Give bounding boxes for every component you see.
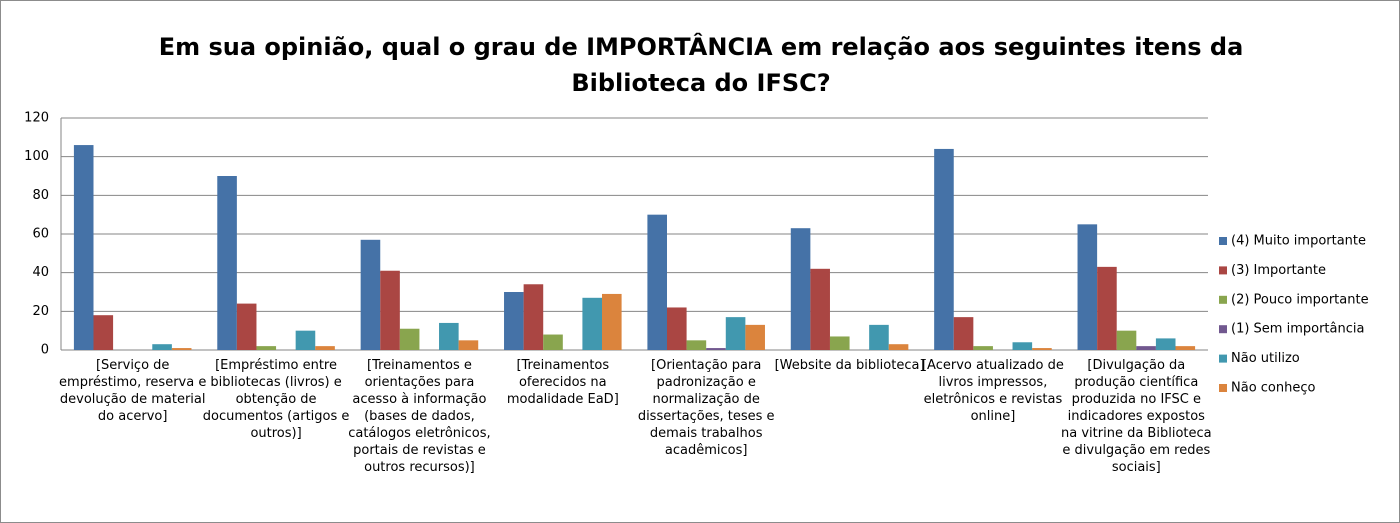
legend-label: Não conheço <box>1231 381 1316 396</box>
bar <box>725 317 746 350</box>
bar <box>1032 348 1052 350</box>
x-tick-label: [Empréstimo entre bibliotecas (livros) e… <box>202 358 350 441</box>
bar <box>73 145 94 350</box>
y-tick-label: 120 <box>24 111 49 126</box>
legend-swatch <box>1219 295 1227 304</box>
bar <box>360 239 381 350</box>
bar <box>810 268 830 350</box>
x-tick-label: [Website da biblioteca] <box>774 358 925 373</box>
bar <box>888 344 909 350</box>
x-tick-label: [Acervo atualizado de livros impressos, … <box>921 358 1064 424</box>
bar <box>315 346 335 350</box>
bar <box>152 344 172 350</box>
bar <box>93 315 114 350</box>
x-tick-label: [Orientação para padronização e normaliz… <box>637 358 775 458</box>
x-tick-label: [Treinamentos oferecidos na modalidade E… <box>506 358 619 407</box>
legend-label: (1) Sem importância <box>1231 322 1364 337</box>
bar <box>543 334 563 350</box>
bar <box>869 324 889 350</box>
bar <box>602 293 622 350</box>
y-tick-label: 20 <box>32 304 49 319</box>
bar <box>1155 338 1176 350</box>
legend-label: (3) Importante <box>1231 263 1326 278</box>
y-tick-label: 80 <box>32 188 49 203</box>
x-tick-label: [Treinamentos e orientações para acesso … <box>348 358 491 475</box>
bar <box>1136 346 1156 350</box>
bar <box>706 348 726 350</box>
bar <box>1012 342 1033 350</box>
bar <box>1097 266 1117 350</box>
bar <box>1175 346 1196 350</box>
bar <box>399 328 420 350</box>
y-tick-label: 0 <box>41 343 49 358</box>
legend-label: (4) Muito importante <box>1231 234 1366 249</box>
bar <box>790 228 811 350</box>
legend-swatch <box>1219 266 1227 275</box>
legend-label: Não utilizo <box>1231 351 1300 366</box>
legend-swatch <box>1219 325 1227 334</box>
bar <box>953 317 974 350</box>
bar <box>236 303 257 350</box>
bar <box>647 214 667 350</box>
legend-swatch <box>1219 237 1227 245</box>
bar <box>934 148 954 350</box>
bar <box>458 340 479 350</box>
bar <box>666 307 687 350</box>
y-tick-label: 60 <box>32 227 49 242</box>
bar <box>973 346 993 350</box>
legend-label: (2) Pouco importante <box>1231 292 1369 307</box>
legend-swatch <box>1219 354 1227 363</box>
bar <box>523 284 544 350</box>
bar <box>171 348 192 350</box>
bar <box>745 324 765 350</box>
x-tick-label: [Divulgação da produção científica produ… <box>1061 358 1212 475</box>
x-tick-label: [Serviço de empréstimo, reserva e devolu… <box>59 358 207 424</box>
legend-swatch <box>1219 384 1227 392</box>
y-tick-label: 100 <box>24 149 49 164</box>
bar <box>1077 224 1098 350</box>
bar <box>380 270 400 350</box>
bar <box>686 340 707 350</box>
bar <box>582 297 603 350</box>
chart-title: Em sua opinião, qual o grau de IMPORTÂNC… <box>158 33 1244 97</box>
bar <box>256 346 277 350</box>
bar <box>829 336 850 350</box>
bar <box>217 176 237 350</box>
bar <box>295 330 316 350</box>
bar <box>1116 330 1137 350</box>
bar <box>439 322 459 350</box>
bar <box>504 292 524 350</box>
y-tick-label: 40 <box>32 265 49 280</box>
